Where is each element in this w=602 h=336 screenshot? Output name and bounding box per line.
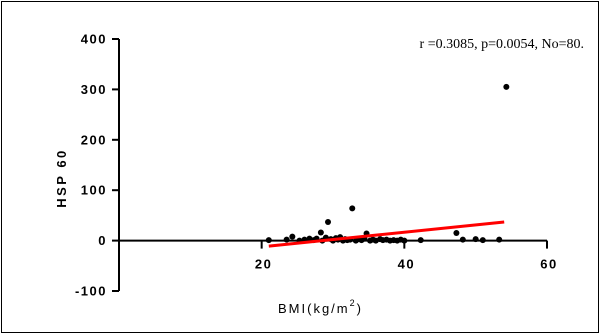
- data-point-42: [479, 237, 486, 244]
- y-tick-label-200: 200: [81, 132, 107, 147]
- y-tick-label-0: 0: [98, 233, 107, 248]
- y-tick-label-100: 100: [81, 183, 107, 198]
- axes: [118, 39, 547, 291]
- x-tick-label-60: 60: [540, 257, 557, 272]
- stats-annotation: r =0.3085, p=0.0054, No=80.: [420, 37, 584, 52]
- y-tick-label--100: -100: [75, 284, 107, 299]
- data-point-44: [503, 83, 510, 90]
- y-axis-title: HSP 60: [54, 148, 69, 208]
- x-tick-label-40: 40: [398, 257, 415, 272]
- data-point-41: [472, 236, 479, 243]
- y-tick-label-300: 300: [81, 82, 107, 97]
- x-axis-title: BMI(kg/m2): [278, 298, 363, 316]
- data-point-38: [417, 237, 424, 244]
- data-point-1: [283, 236, 290, 243]
- data-point-8: [317, 229, 324, 236]
- x-tick-label-20: 20: [255, 257, 272, 272]
- data-point-0: [265, 237, 272, 244]
- data-point-37: [401, 237, 408, 244]
- data-point-11: [325, 218, 332, 225]
- data-point-2: [289, 233, 296, 240]
- data-points: [265, 83, 510, 244]
- data-point-40: [459, 236, 466, 243]
- tick-labels: -100 0 100 200 300 400 20 40 60: [75, 32, 557, 299]
- regression-line: [268, 220, 505, 248]
- tick-marks: [112, 38, 548, 292]
- x-axis-title-superscript: 2: [350, 298, 357, 308]
- data-point-43: [496, 236, 503, 243]
- x-axis-title-main: BMI(kg/m: [278, 301, 350, 316]
- x-axis-title-suffix: ): [357, 301, 363, 316]
- data-point-21: [349, 205, 356, 212]
- y-tick-label-400: 400: [81, 32, 107, 47]
- data-point-39: [453, 230, 460, 237]
- regression-line-segment: [268, 220, 505, 248]
